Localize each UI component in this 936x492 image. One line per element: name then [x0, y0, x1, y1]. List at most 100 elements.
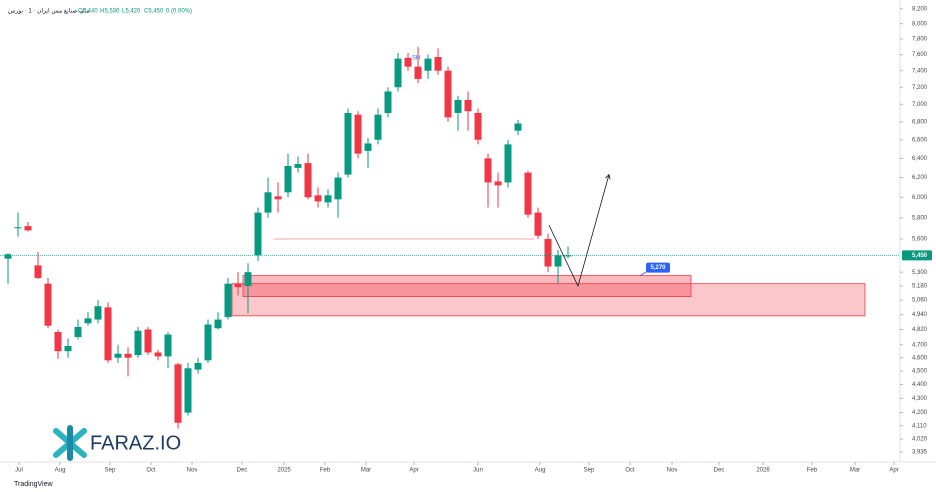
candle-body — [384, 91, 392, 113]
x-tick-label: Mar — [361, 468, 371, 474]
candle-body — [94, 306, 102, 320]
candle-body — [244, 272, 252, 287]
projection-arrowhead — [605, 173, 611, 180]
brand-name: FARAZ.IO — [90, 432, 181, 454]
candle-body — [154, 352, 162, 357]
x-tick-label: Sep — [105, 468, 116, 474]
candle-body — [304, 163, 312, 198]
y-tick-label: 4,110 — [912, 423, 927, 429]
x-tick-label: Nov — [187, 468, 198, 474]
candle-body — [134, 330, 142, 356]
change-label: 0 (0.00%) — [166, 9, 192, 15]
x-tick-label: Sep — [584, 468, 595, 474]
zone-label: 5,270 — [650, 265, 666, 271]
candle-body — [544, 238, 552, 267]
x-tick-label: Dec — [237, 468, 248, 474]
y-tick-label: 6,200 — [912, 175, 928, 181]
x-tick-label: 2026 — [756, 468, 770, 474]
zone — [231, 283, 866, 317]
y-tick-label: 6,400 — [912, 156, 928, 162]
candle-body — [394, 58, 402, 88]
candle-body — [414, 66, 422, 79]
x-tick-label: Aug — [535, 468, 546, 474]
x-tick-label: Aug — [55, 468, 66, 474]
brand-logo: FARAZ.IO — [53, 425, 181, 461]
candle-body — [554, 255, 562, 267]
candle-body — [444, 70, 452, 118]
candle-body — [254, 212, 262, 256]
ohlc-label: L5,420 — [122, 9, 141, 15]
y-tick-label: 7,600 — [912, 52, 928, 58]
candle-body — [504, 144, 512, 183]
brand-icon — [53, 425, 87, 461]
y-tick-label: 5,600 — [912, 237, 928, 243]
header: ملی صنایع مس ایران · 1 · بورس — [8, 8, 89, 15]
x-tick-label: Apr — [889, 468, 898, 474]
swing-label: SH — [412, 55, 420, 61]
y-tick-label: 4,700 — [912, 342, 928, 348]
candle-body — [314, 195, 322, 202]
y-tick-label: 5,180 — [912, 284, 928, 290]
candle-body — [484, 158, 492, 183]
candle-body — [344, 112, 352, 175]
candle-body — [44, 283, 52, 326]
footer: TradingView — [14, 481, 53, 488]
candle-body — [374, 114, 382, 140]
candle-body — [534, 212, 542, 236]
candle-body — [184, 368, 192, 413]
y-tick-label: 6,600 — [912, 137, 928, 143]
x-tick-label: Feb — [320, 468, 331, 474]
candle-body — [324, 195, 332, 203]
candle-body — [284, 165, 292, 193]
candle-body — [424, 58, 432, 71]
candle-body — [514, 123, 522, 131]
y-tick-label: 7,200 — [912, 85, 928, 91]
x-tick-label: Oct — [625, 468, 635, 474]
last-price-label: 5,450 — [912, 253, 928, 259]
candle-body — [294, 164, 302, 168]
y-tick-label: 5,060 — [912, 298, 928, 304]
candle-body — [114, 353, 122, 358]
candle-body — [64, 346, 72, 352]
ohlc-label: O5,440 — [78, 9, 98, 15]
candle-body — [434, 57, 442, 71]
candle-body — [234, 283, 242, 288]
candle-body — [84, 318, 92, 324]
candle-body — [264, 192, 272, 213]
y-tick-label: 8,200 — [912, 6, 928, 12]
candle-body — [124, 353, 132, 358]
candle-body — [464, 99, 472, 112]
chart-title: ملی صنایع مس ایران · 1 · بورس — [8, 8, 89, 15]
candle-body — [494, 181, 502, 186]
y-tick-label: 7,800 — [912, 37, 928, 43]
candle-body — [194, 362, 202, 370]
y-tick-label: 4,600 — [912, 355, 928, 361]
candle-body — [74, 326, 82, 338]
y-tick-label: 6,800 — [912, 119, 928, 125]
candle-body — [54, 332, 62, 352]
y-tick-label: 4,200 — [912, 410, 928, 416]
ohlc-label: H5,530 — [100, 9, 120, 15]
y-tick-label: 4,820 — [912, 327, 928, 333]
y-tick-label: 4,300 — [912, 396, 928, 402]
candle-body — [14, 227, 22, 229]
y-tick-label: 4,940 — [912, 312, 928, 318]
candle-body — [364, 143, 372, 151]
candle-body — [274, 196, 282, 200]
y-tick-label: 7,000 — [912, 102, 928, 108]
projection-path — [548, 174, 610, 288]
candle-body — [354, 114, 362, 154]
x-tick-label: Jun — [473, 468, 483, 474]
x-tick-label: Nov — [667, 468, 678, 474]
candle-body — [214, 319, 222, 329]
candle-body — [34, 265, 42, 278]
y-tick-label: 5,300 — [912, 270, 928, 276]
x-tick-label: Oct — [146, 468, 156, 474]
candle-body — [474, 112, 482, 140]
y-tick-label: 4,020 — [912, 437, 928, 443]
y-tick-label: 3,935 — [912, 450, 928, 456]
x-tick-label: Mar — [850, 468, 860, 474]
candle-body — [224, 283, 232, 318]
